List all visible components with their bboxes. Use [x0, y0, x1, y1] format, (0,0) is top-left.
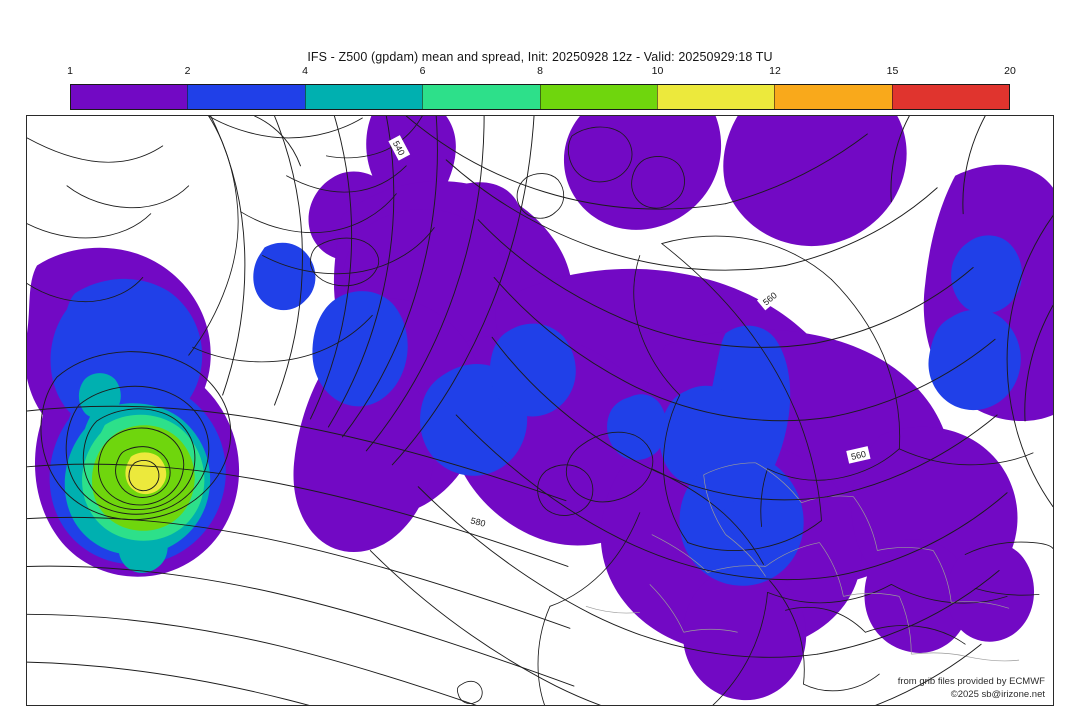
contour-label-560: 560 — [850, 449, 867, 462]
colorbar-tick-2: 2 — [184, 65, 191, 77]
spread-shading-band-10-12 — [125, 452, 167, 495]
colorbar-segment-6-8 — [422, 85, 540, 109]
colorbar: 1 2 4 6 8 10 12 15 20 — [67, 65, 1016, 110]
colorbar-tick-4: 4 — [302, 65, 308, 77]
colorbar-tick-8: 8 — [537, 65, 543, 77]
contour-label-580: 580 — [470, 515, 487, 528]
colorbar-tick-20: 20 — [1004, 65, 1016, 77]
mean-height-contours — [27, 116, 1053, 705]
colorbar-tick-6: 6 — [419, 65, 426, 77]
map-panel: 580 560 540 560 — [26, 115, 1054, 706]
colorbar-gradient — [70, 84, 1010, 110]
page-title: IFS - Z500 (gpdam) mean and spread, Init… — [307, 50, 773, 64]
colorbar-segment-8-10 — [539, 85, 657, 109]
colorbar-tick-15: 15 — [886, 65, 899, 77]
map-canvas: 580 560 540 560 — [27, 116, 1053, 705]
colorbar-segment-1-2 — [71, 85, 188, 109]
colorbar-segment-10-12 — [656, 85, 775, 109]
colorbar-tick-12: 12 — [769, 65, 781, 77]
colorbar-tick-1: 1 — [67, 65, 73, 77]
colorbar-segment-12-15 — [774, 85, 892, 109]
colorbar-ticks: 1 2 4 6 8 10 12 15 20 — [67, 65, 1016, 81]
country-borders — [585, 462, 1020, 662]
colorbar-segment-2-4 — [187, 85, 305, 109]
colorbar-segment-15-20 — [891, 85, 1009, 109]
colorbar-tick-10: 10 — [651, 65, 664, 77]
colorbar-segment-4-6 — [304, 85, 423, 109]
